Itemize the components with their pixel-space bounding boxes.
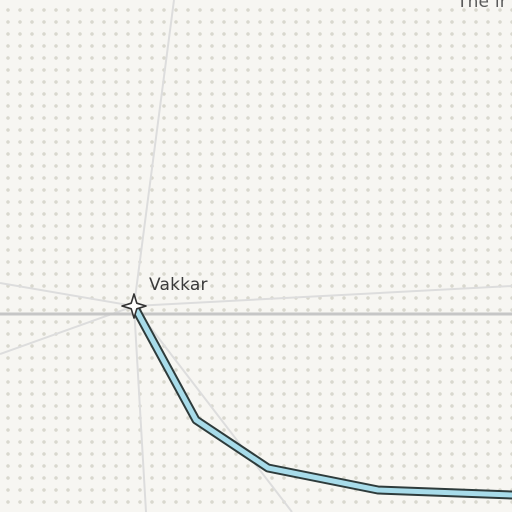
minor-road xyxy=(133,285,512,307)
minor-road xyxy=(133,305,147,512)
route-line[interactable] xyxy=(131,303,512,498)
minor-road xyxy=(133,305,293,512)
place-label-partial[interactable]: The ir xyxy=(457,0,507,12)
star-icon[interactable] xyxy=(121,293,147,319)
minor-road xyxy=(0,282,135,307)
minor-road xyxy=(133,0,175,307)
place-label-vakkar[interactable]: Vakkar xyxy=(149,275,208,295)
